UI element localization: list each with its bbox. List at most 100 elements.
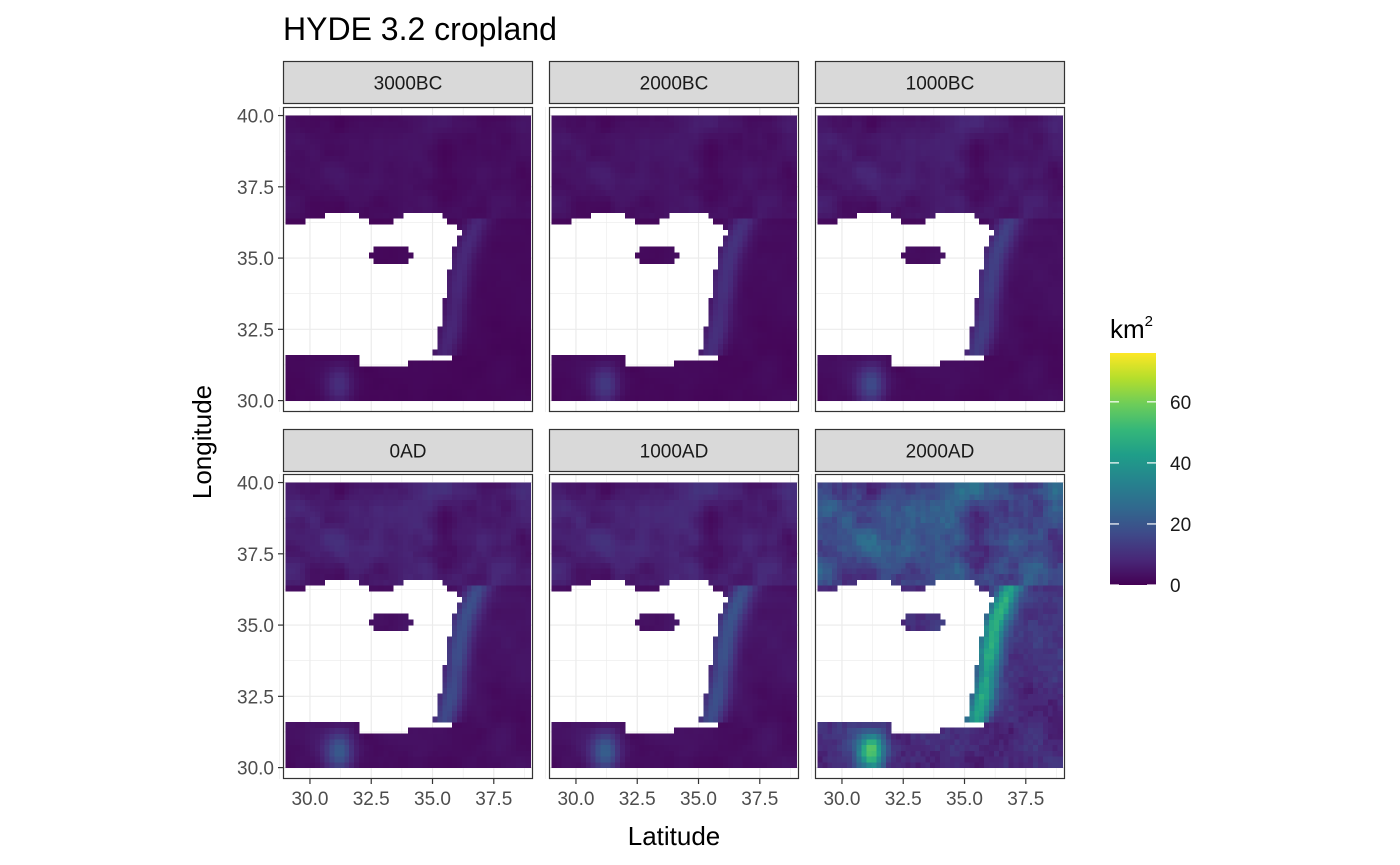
- raster-cell: [639, 189, 645, 196]
- raster-cell: [654, 246, 660, 253]
- raster-cell: [649, 246, 655, 253]
- raster-cell: [737, 315, 744, 322]
- raster-cell: [866, 126, 872, 134]
- raster-cell: [432, 166, 438, 173]
- raster-cell: [447, 343, 453, 350]
- raster-cell: [969, 138, 975, 145]
- raster-cell: [781, 121, 788, 128]
- raster-cell: [732, 332, 739, 339]
- raster-cell: [501, 366, 507, 373]
- raster-cell: [378, 206, 384, 213]
- raster-cell: [861, 383, 867, 390]
- raster-cell: [644, 121, 650, 128]
- raster-cell: [1023, 280, 1029, 287]
- raster-cell: [412, 360, 419, 367]
- raster-cell: [556, 172, 562, 179]
- raster-cell: [767, 394, 773, 401]
- raster-cell: [408, 201, 414, 208]
- raster-cell: [742, 206, 748, 213]
- raster-cell: [610, 126, 616, 134]
- raster-cell: [575, 166, 582, 173]
- raster-cell: [718, 189, 724, 196]
- raster-cell: [654, 389, 660, 396]
- raster-cell: [674, 183, 680, 191]
- raster-cell: [437, 126, 443, 134]
- raster-cell: [1018, 280, 1024, 287]
- raster-cell: [776, 360, 783, 367]
- raster-cell: [1047, 303, 1054, 310]
- raster-cell: [776, 189, 783, 196]
- raster-cell: [496, 360, 502, 367]
- raster-cell: [624, 206, 631, 213]
- raster-cell: [776, 178, 783, 185]
- raster-cell: [447, 297, 453, 305]
- raster-cell: [324, 138, 330, 145]
- raster-cell: [422, 183, 429, 191]
- raster-cell: [408, 394, 414, 401]
- raster-cell: [600, 132, 606, 139]
- raster-cell: [669, 132, 675, 139]
- raster-cell: [669, 172, 675, 179]
- raster-cell: [580, 138, 587, 145]
- raster-cell: [595, 201, 601, 208]
- raster-cell: [285, 212, 291, 219]
- raster-cell: [781, 303, 788, 310]
- raster-cell: [871, 178, 877, 185]
- raster-cell: [590, 195, 596, 202]
- raster-cell: [998, 343, 1005, 350]
- raster-cell: [817, 166, 823, 173]
- raster-cell: [461, 144, 468, 151]
- raster-cell: [471, 258, 478, 265]
- raster-cell: [1013, 389, 1019, 396]
- raster-cell: [669, 149, 675, 156]
- raster-cell: [979, 132, 985, 139]
- raster-cell: [989, 389, 995, 396]
- raster-cell: [324, 149, 330, 156]
- raster-cell: [925, 115, 931, 122]
- raster-cell: [817, 389, 823, 396]
- raster-cell: [466, 360, 473, 367]
- raster-cell: [781, 280, 788, 287]
- raster-cell: [935, 366, 941, 373]
- raster-cell: [486, 280, 492, 287]
- raster-cell: [817, 138, 823, 145]
- raster-cell: [354, 195, 360, 202]
- raster-cell: [515, 138, 522, 145]
- raster-cell: [688, 178, 695, 185]
- raster-cell: [890, 115, 897, 122]
- raster-cell: [481, 144, 487, 151]
- raster-cell: [417, 155, 424, 162]
- raster-cell: [344, 121, 350, 128]
- raster-cells: [817, 115, 1063, 401]
- raster-cell: [515, 269, 522, 276]
- raster-cell: [920, 383, 926, 390]
- raster-cell: [772, 240, 778, 248]
- raster-cell: [920, 206, 926, 213]
- raster-cell: [290, 155, 296, 162]
- raster-cell: [871, 377, 877, 384]
- raster-cell: [290, 138, 296, 145]
- raster-cell: [1018, 275, 1024, 282]
- raster-cell: [974, 144, 980, 151]
- raster-cell: [525, 337, 531, 344]
- raster-cell: [388, 121, 394, 128]
- raster-cell: [747, 332, 753, 339]
- raster-cell: [605, 166, 611, 173]
- raster-cell: [841, 115, 848, 122]
- raster-cell: [781, 269, 788, 276]
- raster-cell: [620, 178, 626, 185]
- raster-cell: [363, 201, 370, 208]
- raster-cell: [363, 212, 370, 219]
- raster-cell: [334, 389, 340, 396]
- raster-cell: [959, 183, 965, 191]
- raster-cell: [993, 332, 1000, 339]
- raster-cell: [334, 126, 340, 134]
- raster-cell: [486, 252, 492, 259]
- raster-cell: [772, 161, 778, 168]
- raster-cell: [752, 201, 758, 208]
- raster-cell: [520, 354, 527, 362]
- raster-cell: [940, 383, 946, 390]
- raster-cell: [300, 166, 306, 173]
- raster-cell: [585, 132, 592, 139]
- raster-cell: [501, 383, 507, 390]
